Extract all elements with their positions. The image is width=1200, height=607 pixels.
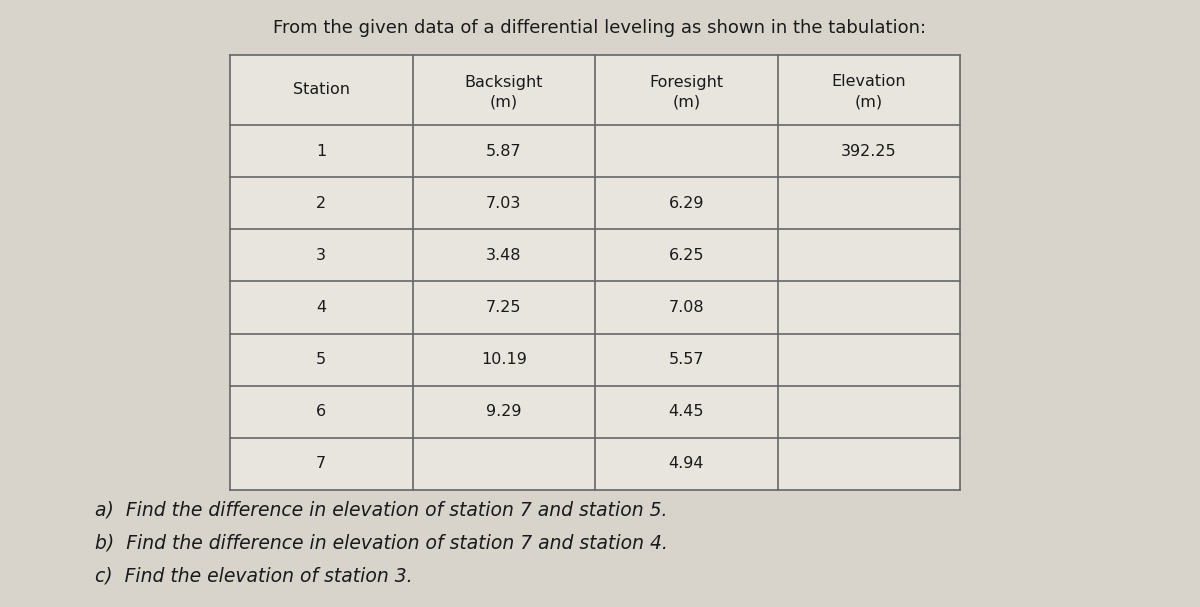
Text: b)  Find the difference in elevation of station 7 and station 4.: b) Find the difference in elevation of s…	[95, 534, 668, 552]
Text: 5.57: 5.57	[668, 352, 704, 367]
Text: 7: 7	[316, 456, 326, 472]
Text: 5: 5	[316, 352, 326, 367]
Text: 4.45: 4.45	[668, 404, 704, 419]
Text: 1: 1	[316, 144, 326, 158]
Text: Foresight: Foresight	[649, 75, 724, 89]
Text: 6.25: 6.25	[668, 248, 704, 263]
Text: (m): (m)	[672, 95, 701, 109]
Text: 4.94: 4.94	[668, 456, 704, 472]
Text: 392.25: 392.25	[841, 144, 896, 158]
Text: a)  Find the difference in elevation of station 7 and station 5.: a) Find the difference in elevation of s…	[95, 501, 667, 520]
Text: 7.03: 7.03	[486, 195, 522, 211]
Text: (m): (m)	[854, 95, 883, 109]
Text: (m): (m)	[490, 95, 518, 109]
Text: c)  Find the elevation of station 3.: c) Find the elevation of station 3.	[95, 566, 413, 586]
Text: 6: 6	[316, 404, 326, 419]
Text: 9.29: 9.29	[486, 404, 522, 419]
Text: 5.87: 5.87	[486, 144, 522, 158]
Text: 7.25: 7.25	[486, 300, 522, 315]
Text: Station: Station	[293, 83, 349, 98]
Text: Elevation: Elevation	[832, 75, 906, 89]
Text: 6.29: 6.29	[668, 195, 704, 211]
Text: From the given data of a differential leveling as shown in the tabulation:: From the given data of a differential le…	[274, 19, 926, 37]
Text: 2: 2	[316, 195, 326, 211]
Text: 10.19: 10.19	[481, 352, 527, 367]
Text: 4: 4	[316, 300, 326, 315]
Bar	[230, 55, 960, 490]
Text: 7.08: 7.08	[668, 300, 704, 315]
Text: 3.48: 3.48	[486, 248, 522, 263]
Text: Backsight: Backsight	[464, 75, 542, 89]
Text: 3: 3	[317, 248, 326, 263]
